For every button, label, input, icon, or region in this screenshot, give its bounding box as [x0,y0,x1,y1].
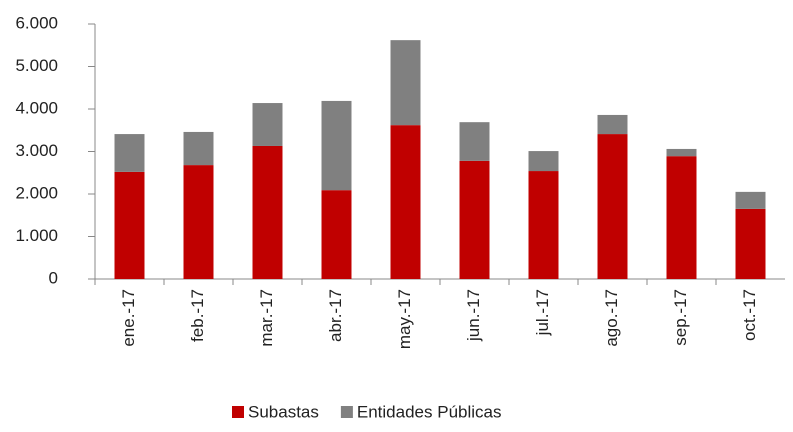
bar-segment [321,190,352,279]
x-tick-label: ene.-17 [119,289,138,347]
y-tick-label: 1.000 [15,226,58,245]
bar-segment [735,191,766,209]
bar-segment [114,134,145,172]
x-tick-label: feb.-17 [188,289,207,342]
bar-segment [390,125,421,280]
bar-segment [183,165,214,279]
bar-segment [459,160,490,279]
y-tick-label: 4.000 [15,98,58,117]
x-tick-label: jul.-17 [533,289,552,336]
x-tick-label: may.-17 [395,289,414,349]
y-tick-label: 6.000 [15,13,58,32]
bar-segment [114,171,145,279]
x-tick-label: abr.-17 [326,289,345,342]
x-tick-label: sep.-17 [671,289,690,346]
y-tick-label: 2.000 [15,183,58,202]
bar-segment [666,156,697,279]
bar-segment [321,100,352,191]
legend-swatch [232,406,244,418]
y-tick-label: 3.000 [15,141,58,160]
bar-segment [528,151,559,172]
x-tick-label: ago.-17 [602,289,621,347]
bar-segment [252,103,283,146]
y-tick-label: 0 [49,268,58,287]
bar-segment [597,134,628,279]
legend-label: Subastas [248,402,319,421]
bar-segment [390,40,421,126]
bar-segment [459,122,490,161]
bar-segment [666,148,697,157]
x-tick-label: oct.-17 [740,289,759,341]
bar-segment [597,114,628,135]
y-tick-label: 5.000 [15,56,58,75]
bar-segment [528,171,559,279]
legend-label: Entidades Públicas [357,402,502,421]
bar-segment [252,145,283,279]
x-tick-label: jun.-17 [464,289,483,342]
bar-segment [735,208,766,279]
bar-segment [183,131,214,166]
x-tick-label: mar.-17 [257,289,276,347]
legend-swatch [340,406,353,418]
